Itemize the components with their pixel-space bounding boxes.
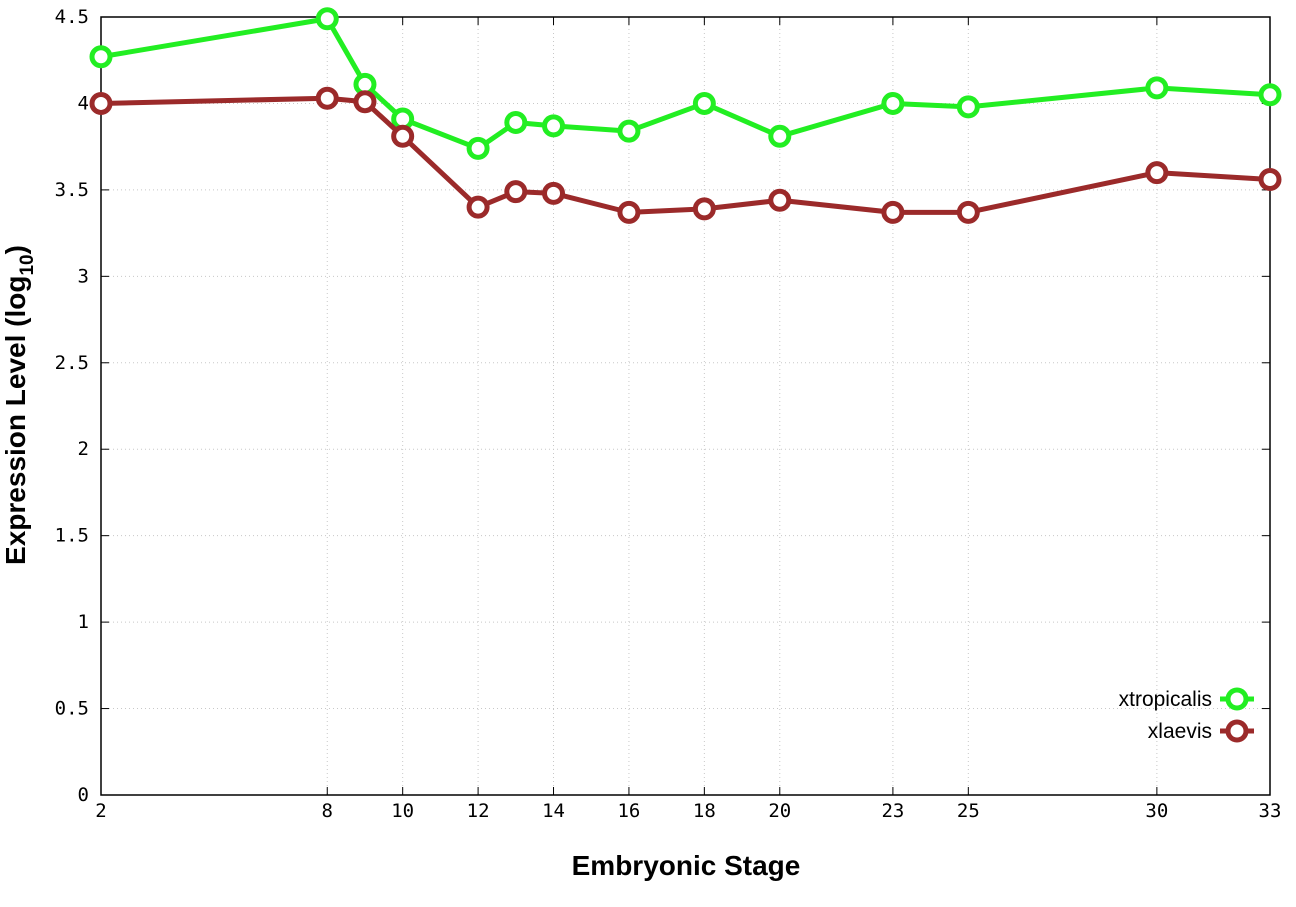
series-line xyxy=(100,95,1271,215)
legend-swatch-marker xyxy=(1225,719,1249,743)
x-tick-label: 10 xyxy=(391,800,414,822)
y-tick-label: 1 xyxy=(78,611,89,633)
legend: xtropicalis xlaevis xyxy=(1119,687,1254,743)
y-tick-label: 3 xyxy=(78,265,89,287)
y-tick-label: 2 xyxy=(78,438,89,460)
y-tick-label: 0.5 xyxy=(55,698,89,720)
y-tick-label: 3.5 xyxy=(55,179,89,201)
data-point xyxy=(353,90,377,114)
data-point xyxy=(617,200,641,224)
x-tick-label: 18 xyxy=(693,800,716,822)
y-tick-label: 4.5 xyxy=(55,6,89,28)
x-axis-title: Embryonic Stage xyxy=(572,850,801,881)
data-point xyxy=(466,195,490,219)
data-point xyxy=(466,136,490,160)
x-tick-label: 23 xyxy=(881,800,904,822)
x-tick-label: 14 xyxy=(542,800,565,822)
data-point xyxy=(768,188,792,212)
grid-layer xyxy=(100,16,1271,796)
data-point xyxy=(881,200,905,224)
x-tick-label: 2 xyxy=(95,800,106,822)
data-point xyxy=(1145,76,1169,100)
series-layer xyxy=(89,7,1282,224)
data-point xyxy=(504,180,528,204)
data-point xyxy=(391,124,415,148)
series-line xyxy=(100,16,1271,151)
legend-swatch-marker xyxy=(1225,687,1249,711)
legend-item: xlaevis xyxy=(1148,719,1254,743)
x-tick-label: 12 xyxy=(467,800,490,822)
data-point xyxy=(504,110,528,134)
x-tick-label: 8 xyxy=(322,800,333,822)
data-point xyxy=(315,86,339,110)
data-point xyxy=(692,197,716,221)
series-xtropicalis xyxy=(89,7,1282,160)
y-tick-label: 1.5 xyxy=(55,525,89,547)
data-point xyxy=(956,200,980,224)
data-point xyxy=(315,7,339,31)
data-point xyxy=(1145,161,1169,185)
x-tick-label: 20 xyxy=(768,800,791,822)
data-point xyxy=(1258,83,1282,107)
data-point xyxy=(692,91,716,115)
legend-label: xtropicalis xyxy=(1119,688,1212,711)
x-tick-label: 33 xyxy=(1259,800,1282,822)
y-tick-label: 0 xyxy=(78,784,89,806)
y-axis-title-main: Expression Level (log xyxy=(0,276,31,565)
data-point xyxy=(956,95,980,119)
legend-item: xtropicalis xyxy=(1119,687,1254,711)
x-tick-label: 16 xyxy=(617,800,640,822)
data-point xyxy=(542,114,566,138)
data-point xyxy=(881,91,905,115)
plot-frame xyxy=(100,16,1271,796)
data-point xyxy=(617,119,641,143)
y-tick-label: 4 xyxy=(78,92,89,114)
x-tick-label: 25 xyxy=(957,800,980,822)
data-point xyxy=(89,45,113,69)
x-tick-label: 30 xyxy=(1145,800,1168,822)
y-tick-label: 2.5 xyxy=(55,352,89,374)
data-point xyxy=(768,124,792,148)
y-axis-title-subscript: 10 xyxy=(17,254,38,275)
legend-label: xlaevis xyxy=(1148,720,1212,743)
y-axis-title-close: ) xyxy=(0,245,31,254)
data-point xyxy=(1258,168,1282,192)
series-xlaevis xyxy=(89,86,1282,224)
data-point xyxy=(89,91,113,115)
data-point xyxy=(542,181,566,205)
y-axis-title: Expression Level (log10) xyxy=(0,245,38,565)
tick-layer: 2 8 10 12 14 16 18 20 23 25 30 33 0 0.5 1 1.5 2 2.5 3 3.5 4 4… xyxy=(55,6,1282,822)
